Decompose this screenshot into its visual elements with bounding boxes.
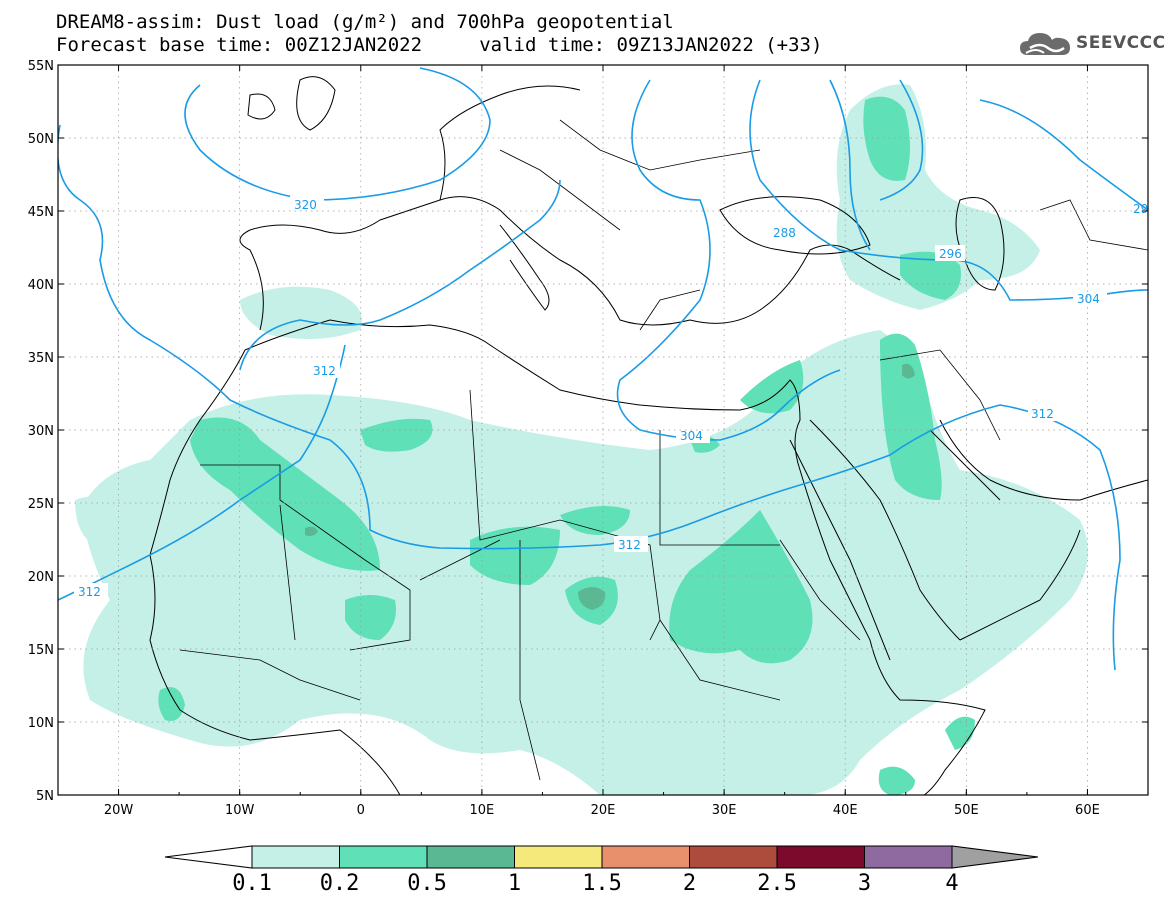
colorbar-over-triangle — [951, 845, 1039, 869]
colorbar-label: 0.1 — [232, 871, 272, 896]
axis-ticks — [57, 64, 1149, 796]
colorbar-label: 0.5 — [407, 871, 447, 896]
contour-label: 304 — [1077, 292, 1100, 306]
colorbar-segment — [601, 845, 690, 869]
colorbar-segment — [776, 845, 865, 869]
cloud-icon — [1020, 33, 1070, 55]
lat-label: 55N — [28, 59, 54, 74]
colorbar-under-triangle — [164, 845, 253, 869]
lon-label: 50E — [954, 803, 979, 818]
contour-label: 312 — [313, 364, 336, 378]
lat-label: 10N — [28, 716, 54, 731]
lon-label: 30E — [712, 803, 737, 818]
colorbar-label: 3 — [857, 871, 872, 896]
title-line-2: Forecast base time: 00Z12JAN2022 valid t… — [56, 34, 823, 56]
lon-label: 20W — [104, 803, 134, 818]
colorbar-segment — [251, 845, 340, 869]
title-line-1: DREAM8-assim: Dust load (g/m²) and 700hP… — [56, 11, 674, 33]
contour-label: 312 — [618, 538, 641, 552]
colorbar-segment — [339, 845, 428, 869]
lon-label: 40E — [833, 803, 858, 818]
contour-label: 288 — [773, 226, 796, 240]
colorbar-label: 2.5 — [757, 871, 797, 896]
colorbar-label: 2 — [682, 871, 697, 896]
axis-labels: 55N 50N 45N 40N 35N 30N 25N 20N 15N 10N 5N 20W 10W 0 1… — [28, 59, 1100, 818]
lat-label: 40N — [28, 278, 54, 293]
colorbar-segment — [689, 845, 778, 869]
colorbar-label: 4 — [945, 871, 959, 896]
contour-label: 312 — [1031, 407, 1054, 421]
lat-label: 5N — [36, 789, 54, 804]
colorbar-segment — [514, 845, 603, 869]
contour-label: 304 — [680, 429, 703, 443]
lat-label: 15N — [28, 643, 54, 658]
lat-label: 25N — [28, 497, 54, 512]
lon-label: 20E — [591, 803, 616, 818]
contour-label: 29 — [1133, 202, 1148, 216]
lon-label: 60E — [1075, 803, 1100, 818]
contour-labels: 320 288 296 304 312 312 312 304 312 29 — [74, 196, 1148, 599]
lon-label: 0 — [357, 803, 365, 818]
logo-text: SEEVCCC — [1076, 33, 1165, 53]
contour-label: 312 — [78, 585, 101, 599]
lon-label: 10E — [470, 803, 495, 818]
contour-label: 320 — [294, 198, 317, 212]
lat-label: 45N — [28, 205, 54, 220]
dust-fill-layer — [75, 84, 1088, 795]
colorbar-segment — [426, 845, 515, 869]
colorbar-segment — [864, 845, 953, 869]
lat-label: 50N — [28, 132, 54, 147]
colorbar-label: 0.2 — [319, 871, 360, 896]
seevccc-logo: SEEVCCC — [1018, 29, 1165, 59]
lat-label: 20N — [28, 570, 54, 585]
colorbar-label: 1 — [507, 871, 522, 896]
coastline-layer — [149, 76, 1148, 795]
lon-label: 10W — [225, 803, 255, 818]
colorbar-label: 1.5 — [582, 871, 622, 896]
lat-lon-grid — [58, 65, 1148, 795]
lat-label: 35N — [28, 351, 54, 366]
lat-label: 30N — [28, 424, 54, 439]
contour-label: 296 — [939, 247, 962, 261]
colorbar — [164, 845, 1039, 869]
